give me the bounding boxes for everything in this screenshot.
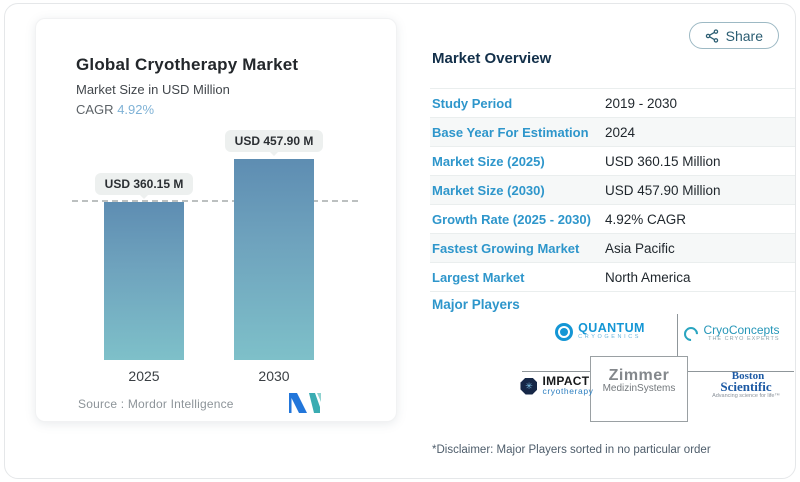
overview-heading: Market Overview [432,50,552,67]
x-tick-2025: 2025 [128,368,160,384]
quantum-circle-icon [555,322,574,341]
bar-value-label-2025: USD 360.15 M [94,173,194,199]
mordor-intelligence-logo-icon [289,393,321,413]
chart-card: Global Cryotherapy Market Market Size in… [35,18,397,422]
impact-cryotherapy-logo: ✳ IMPACT cryotherapy [520,375,594,396]
table-row-largest-market: Largest Market North America [430,263,795,292]
major-players-label: Major Players [432,297,520,312]
chart-title: Global Cryotherapy Market [76,55,299,74]
chart-cagr: CAGR 4.92% [76,102,154,117]
bar-2025 [104,202,184,360]
guide-line [72,200,358,202]
source-text: Source : Mordor Intelligence [78,397,234,411]
logo-divider-vertical [677,314,678,358]
table-row-fastest-growing-market: Fastest Growing Market Asia Pacific [430,234,795,263]
market-overview-panel: Market Overview Study Period 2019 - 2030… [430,4,795,478]
overview-table: Study Period 2019 - 2030 Base Year For E… [430,88,795,292]
chart-subtitle: Market Size in USD Million [76,82,230,97]
boston-scientific-logo: Boston Scientific Advancing science for … [712,370,780,400]
table-row-market-size-2025: Market Size (2025) USD 360.15 Million [430,147,795,176]
bar-2030 [234,159,314,360]
disclaimer-text: *Disclaimer: Major Players sorted in no … [432,444,711,456]
x-tick-2030: 2030 [258,368,290,384]
cryoconcepts-logo: CryoConcepts THE CRYO EXPERTS [670,323,794,344]
impact-octagon-snowflake-icon: ✳ [520,377,538,395]
share-icon [705,28,718,43]
share-button-label: Share [725,27,763,44]
quantum-cryogenics-logo: QUANTUM CRYOGENICS [532,322,668,341]
table-row-study-period: Study Period 2019 - 2030 [430,89,795,118]
cagr-value: 4.92% [117,102,155,117]
share-button[interactable]: Share [688,22,779,49]
table-row-market-size-2030: Market Size (2030) USD 457.90 Million [430,176,795,205]
table-row-growth-rate: Growth Rate (2025 - 2030) 4.92% CAGR [430,205,795,234]
bar-chart: USD 360.15 M 2025 USD 457.90 M 2030 [36,124,396,384]
zimmer-logo-box [590,356,688,422]
major-players-logos: QUANTUM CRYOGENICS CryoConcepts THE CRYO… [520,310,795,426]
report-card: Global Cryotherapy Market Market Size in… [4,3,796,479]
bar-value-label-2030: USD 457.90 M [224,130,324,156]
bar-column-2030: USD 457.90 M 2030 [224,130,324,384]
table-row-base-year: Base Year For Estimation 2024 [430,118,795,147]
cagr-label: CAGR [76,102,114,117]
cryoconcepts-c-icon [681,323,702,344]
zimmer-medizinsystems-logo: Zimmer MedizinSystems [602,367,676,395]
bar-column-2025: USD 360.15 M 2025 [94,173,194,384]
